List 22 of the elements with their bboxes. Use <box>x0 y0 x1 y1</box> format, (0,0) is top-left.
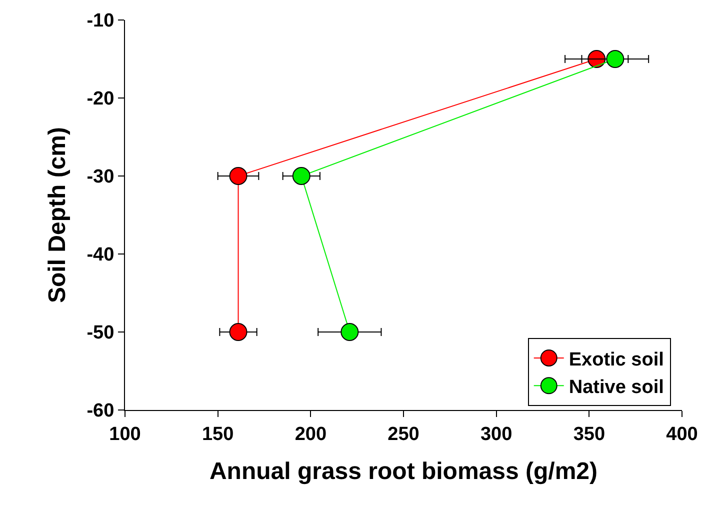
x-tick-label: 250 <box>388 424 420 445</box>
point <box>229 167 248 185</box>
x-tick-label: 200 <box>294 424 327 445</box>
y-axis-title: Soil Depth (cm) <box>44 126 71 304</box>
point <box>292 167 310 185</box>
point <box>340 323 359 341</box>
y-tick-label: -30 <box>86 166 114 188</box>
x-tick-label: 150 <box>202 424 234 445</box>
x-tick-label: 100 <box>109 424 141 445</box>
x-tick-label: 350 <box>573 424 606 445</box>
legend-label: Exotic soil <box>568 349 664 370</box>
point <box>229 323 248 341</box>
y-tick-label: -10 <box>86 10 114 32</box>
legend-label: Native soil <box>568 377 664 398</box>
y-tick-label: -60 <box>86 400 114 422</box>
y-tick-label: -50 <box>86 322 114 344</box>
x-tick-label: 300 <box>480 424 512 445</box>
x-tick-label: 400 <box>666 424 698 445</box>
y-tick-label: -20 <box>86 88 114 110</box>
point <box>606 50 624 68</box>
x-axis-title: Annual grass root biomass (g/m2) <box>209 458 598 486</box>
y-tick-label: -40 <box>86 244 114 266</box>
